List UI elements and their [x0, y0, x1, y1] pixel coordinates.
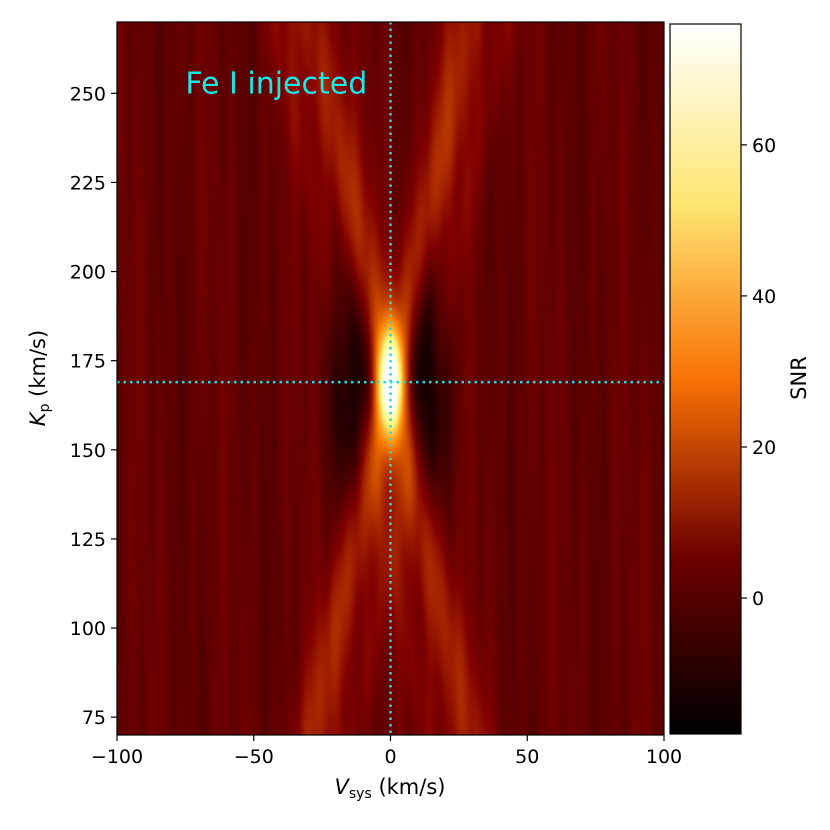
colorbar — [669, 23, 742, 735]
y-tick-label: 75 — [82, 707, 106, 729]
y-tick-label: 225 — [70, 172, 106, 194]
y-tick-label: 250 — [70, 83, 106, 105]
colorbar-tick-label: 20 — [752, 437, 776, 459]
colorbar-tick-label: 60 — [752, 135, 776, 157]
y-axis-label: Kp (km/s) — [26, 330, 53, 426]
y-tick-label: 175 — [70, 351, 106, 373]
x-axis: −100 −50 0 50 100 — [91, 735, 682, 768]
x-axis-label: Vsys (km/s) — [335, 775, 446, 802]
y-tick-label: 125 — [70, 529, 106, 551]
x-tick-label: 100 — [646, 746, 682, 768]
y-axis: 75 100 125 150 175 200 225 250 — [70, 83, 117, 729]
x-tick-label: 50 — [515, 746, 539, 768]
x-tick-label: −100 — [91, 746, 143, 768]
colorbar-label: SNR — [787, 356, 811, 400]
y-tick-label: 200 — [70, 262, 106, 284]
y-tick-label: 100 — [70, 618, 106, 640]
y-tick-label: 150 — [70, 440, 106, 462]
colorbar-tick-label: 0 — [752, 588, 764, 610]
x-tick-label: −50 — [234, 746, 274, 768]
colorbar-tick-label: 40 — [752, 286, 776, 308]
x-tick-label: 0 — [384, 746, 396, 768]
colorbar-axis: 0 20 40 60 — [741, 135, 776, 610]
annotation-label: Fe I injected — [185, 67, 367, 102]
